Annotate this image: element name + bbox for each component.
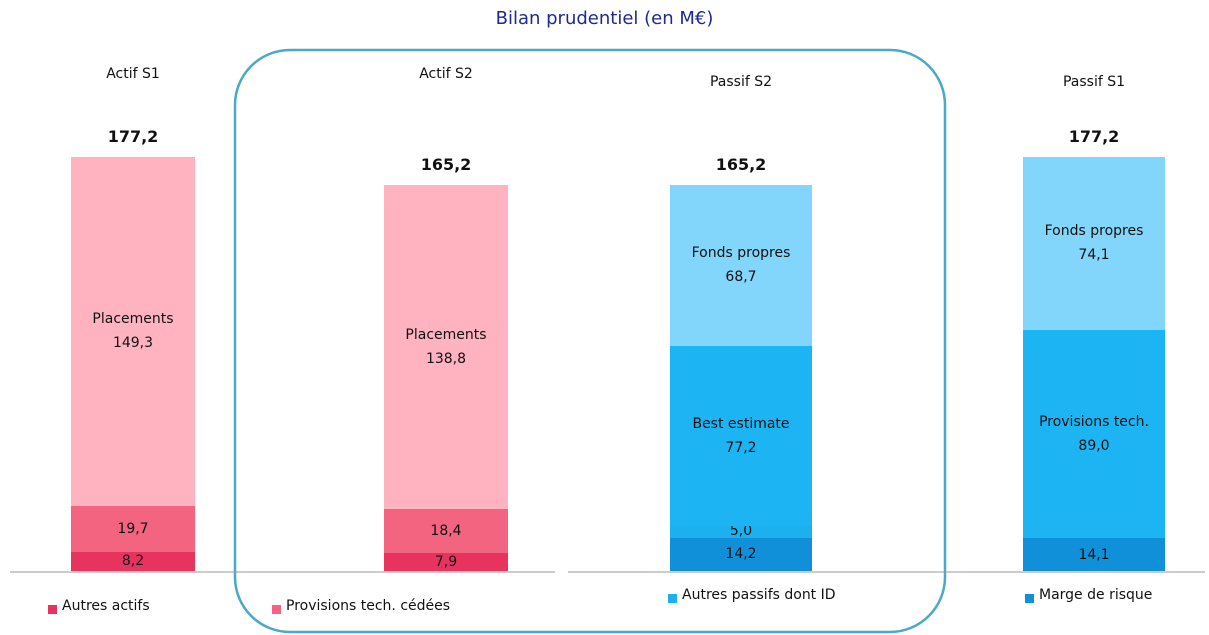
segment-value: 19,7 bbox=[117, 520, 149, 537]
bar-segment bbox=[384, 552, 508, 571]
segment-label: Placements 149,3 bbox=[71, 157, 195, 506]
bar-segment bbox=[1023, 156, 1165, 330]
segment-name: Fonds propres bbox=[1044, 223, 1144, 240]
column-header: Actif S1 bbox=[106, 66, 160, 82]
column-header: Actif S2 bbox=[419, 66, 473, 82]
segment-label: Placements 138,8 bbox=[384, 185, 508, 510]
segment-label: 7,9 bbox=[384, 553, 508, 571]
bar-segment bbox=[670, 526, 812, 538]
segment-value: 7,9 bbox=[434, 553, 458, 570]
legend-swatch bbox=[272, 605, 281, 614]
segment-value: 138,8 bbox=[425, 351, 467, 368]
segment-name: Placements bbox=[405, 327, 487, 344]
segment-label: 18,4 bbox=[384, 509, 508, 552]
legend-label: Autres actifs bbox=[62, 598, 150, 614]
segment-label: 14,1 bbox=[1023, 538, 1165, 571]
legend-swatch bbox=[668, 594, 677, 603]
segment-value: 5,0 bbox=[729, 523, 753, 540]
segment-name: Placements bbox=[92, 311, 174, 328]
bar-segment bbox=[1023, 329, 1165, 539]
segment-name: Fonds propres bbox=[691, 245, 791, 262]
bar-segment bbox=[71, 156, 195, 506]
segment-value: 68,7 bbox=[725, 269, 757, 286]
segment-name: Provisions tech. bbox=[1039, 413, 1149, 430]
bar-segment bbox=[670, 537, 812, 571]
total-label: 165,2 bbox=[715, 154, 767, 174]
chart-title: Bilan prudentiel (en M€) bbox=[495, 8, 714, 29]
segment-label: 19,7 bbox=[71, 506, 195, 552]
legend-label: Provisions tech. cédées bbox=[286, 598, 451, 614]
segment-label: Fonds propres 74,1 bbox=[1023, 157, 1165, 330]
bar-segment bbox=[1023, 538, 1165, 571]
segment-value: 8,2 bbox=[121, 552, 145, 569]
bar-segment bbox=[670, 345, 812, 527]
segment-label: 14,2 bbox=[670, 538, 812, 571]
total-label: 177,2 bbox=[107, 126, 159, 146]
segment-value: 77,2 bbox=[725, 439, 757, 456]
bar-segment bbox=[71, 551, 195, 571]
total-label: 165,2 bbox=[420, 154, 472, 174]
segment-value: 14,2 bbox=[725, 546, 757, 563]
bar-segment bbox=[384, 184, 508, 510]
legend-label: Marge de risque bbox=[1039, 587, 1153, 603]
legend-swatch bbox=[48, 605, 57, 614]
segment-label: 5,0 bbox=[670, 523, 812, 540]
total-label: 177,2 bbox=[1068, 126, 1120, 146]
column-header: Passif S2 bbox=[709, 74, 773, 90]
segment-label: Fonds propres 68,7 bbox=[670, 185, 812, 346]
segment-name: Best estimate bbox=[692, 415, 790, 432]
column-header: Passif S1 bbox=[1062, 74, 1126, 90]
highlight-frame bbox=[233, 48, 947, 634]
bar-segment bbox=[384, 509, 508, 553]
legend-label: Autres passifs dont ID bbox=[682, 587, 836, 603]
segment-value: 74,1 bbox=[1078, 247, 1110, 264]
segment-value: 18,4 bbox=[430, 523, 462, 539]
bar-segment bbox=[670, 184, 812, 346]
legend-swatch bbox=[1025, 594, 1034, 603]
segment-value: 89,0 bbox=[1078, 437, 1110, 454]
segment-label: Best estimate 77,2 bbox=[670, 346, 812, 527]
bar-segment bbox=[71, 505, 195, 552]
segment-label: Provisions tech. 89,0 bbox=[1023, 330, 1165, 538]
segment-value: 149,3 bbox=[112, 335, 154, 352]
segment-label: 8,2 bbox=[71, 552, 195, 571]
segment-value: 14,1 bbox=[1078, 546, 1110, 563]
